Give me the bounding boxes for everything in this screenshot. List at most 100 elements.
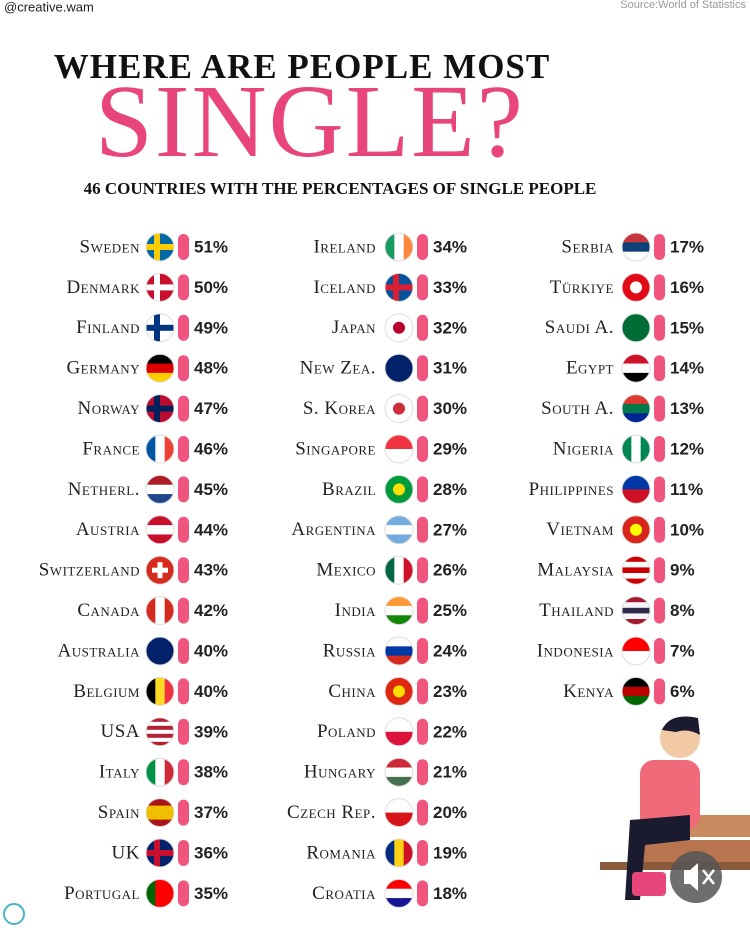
flag-ring <box>384 313 414 343</box>
country-name: Italy <box>99 762 140 783</box>
country-name: Germany <box>66 358 140 379</box>
flag-stripe <box>622 607 650 614</box>
flag <box>385 677 413 706</box>
percent: 21% <box>433 763 467 782</box>
flag <box>146 354 174 383</box>
flag-cross <box>393 273 399 302</box>
pill <box>417 395 428 422</box>
flag-cross <box>154 233 160 261</box>
flag-ring <box>145 394 175 424</box>
flag-stripe <box>622 403 650 414</box>
flag-stripe <box>146 729 174 735</box>
country-name: France <box>82 438 140 459</box>
flag <box>146 394 174 423</box>
percent: 42% <box>194 601 228 620</box>
percent: 18% <box>433 884 467 903</box>
flag-stripe <box>146 363 174 374</box>
title: WHERE ARE PEOPLE MOST <box>54 47 551 86</box>
flag-stripe <box>385 898 413 908</box>
flag-stripe <box>146 677 156 706</box>
flag-ring <box>145 798 175 828</box>
percent: 13% <box>670 399 704 418</box>
flag-stripe <box>385 717 413 733</box>
flag-emblem <box>393 483 405 496</box>
flag-ring <box>384 717 414 747</box>
flag-stripe <box>146 717 174 723</box>
percent: 39% <box>194 722 228 741</box>
flag <box>622 394 650 423</box>
flag-stripe <box>385 233 395 261</box>
flag-stripe <box>622 613 650 620</box>
percent: 11% <box>670 480 703 499</box>
flag-ring <box>621 434 651 464</box>
flag-stripe <box>164 435 174 463</box>
flag-stripe <box>146 741 174 746</box>
percent: 34% <box>433 237 467 256</box>
pill <box>654 557 665 584</box>
flag-ring <box>621 313 651 343</box>
percent: 9% <box>670 561 695 580</box>
flag-stripe <box>622 394 650 405</box>
flag-ring <box>145 515 175 545</box>
flag-ring <box>145 676 175 706</box>
pill <box>654 476 665 503</box>
flag-stripe <box>146 596 156 625</box>
flag-stripe <box>146 733 174 739</box>
pill <box>417 880 428 907</box>
flag-stripe <box>385 515 413 526</box>
flag-stripe <box>146 721 174 727</box>
flag-stripe <box>622 233 650 243</box>
flag <box>385 435 413 463</box>
percent: 51% <box>194 237 228 256</box>
percent: 23% <box>433 682 467 701</box>
flag-stripe <box>146 494 174 504</box>
flag-stripe <box>385 449 413 463</box>
country-name: Serbia <box>561 236 614 257</box>
flag-ring <box>384 232 414 262</box>
headline: SINGLE? <box>95 64 525 179</box>
percent: 32% <box>433 318 467 337</box>
pill <box>654 355 665 382</box>
flag-emblem <box>393 685 405 698</box>
flag <box>622 273 650 302</box>
flag-stripe <box>164 596 174 625</box>
country-name: Sweden <box>80 236 141 257</box>
flag-stripe <box>146 534 174 544</box>
flag <box>622 556 650 585</box>
flag-stripe <box>155 879 166 908</box>
flag-stripe <box>146 475 174 486</box>
pill <box>654 314 665 341</box>
country-name: Switzerland <box>39 560 140 581</box>
country-name: Spain <box>98 802 140 823</box>
pill <box>654 516 665 543</box>
flag-field <box>622 313 650 342</box>
flag-ring <box>621 474 651 504</box>
flag-stripe <box>146 372 174 383</box>
flag-stripe <box>394 556 405 585</box>
flag-ring <box>145 636 175 666</box>
country-name: Romania <box>306 842 376 863</box>
flag-ring <box>621 232 651 262</box>
percent: 17% <box>670 237 704 256</box>
flag-ring <box>384 555 414 585</box>
pill <box>417 799 428 826</box>
flag-stripe <box>385 646 413 657</box>
flag-stripe <box>385 615 413 625</box>
flag-ring <box>384 515 414 545</box>
percent: 36% <box>194 843 228 862</box>
flag-stripe <box>164 677 174 706</box>
flag-ring <box>384 272 414 302</box>
flag-stripe <box>622 596 650 603</box>
country-name: South A. <box>541 398 614 419</box>
flag-cross <box>154 394 160 423</box>
flag-ring <box>384 394 414 424</box>
percent: 26% <box>433 561 467 580</box>
pill <box>178 355 189 382</box>
flag-stripe <box>403 839 413 867</box>
illustration <box>3 716 750 925</box>
flag-emblem <box>393 321 405 334</box>
country-name: Netherl. <box>68 479 140 500</box>
country-name: USA <box>100 721 140 742</box>
source: Source:World of Statistics <box>620 0 746 11</box>
